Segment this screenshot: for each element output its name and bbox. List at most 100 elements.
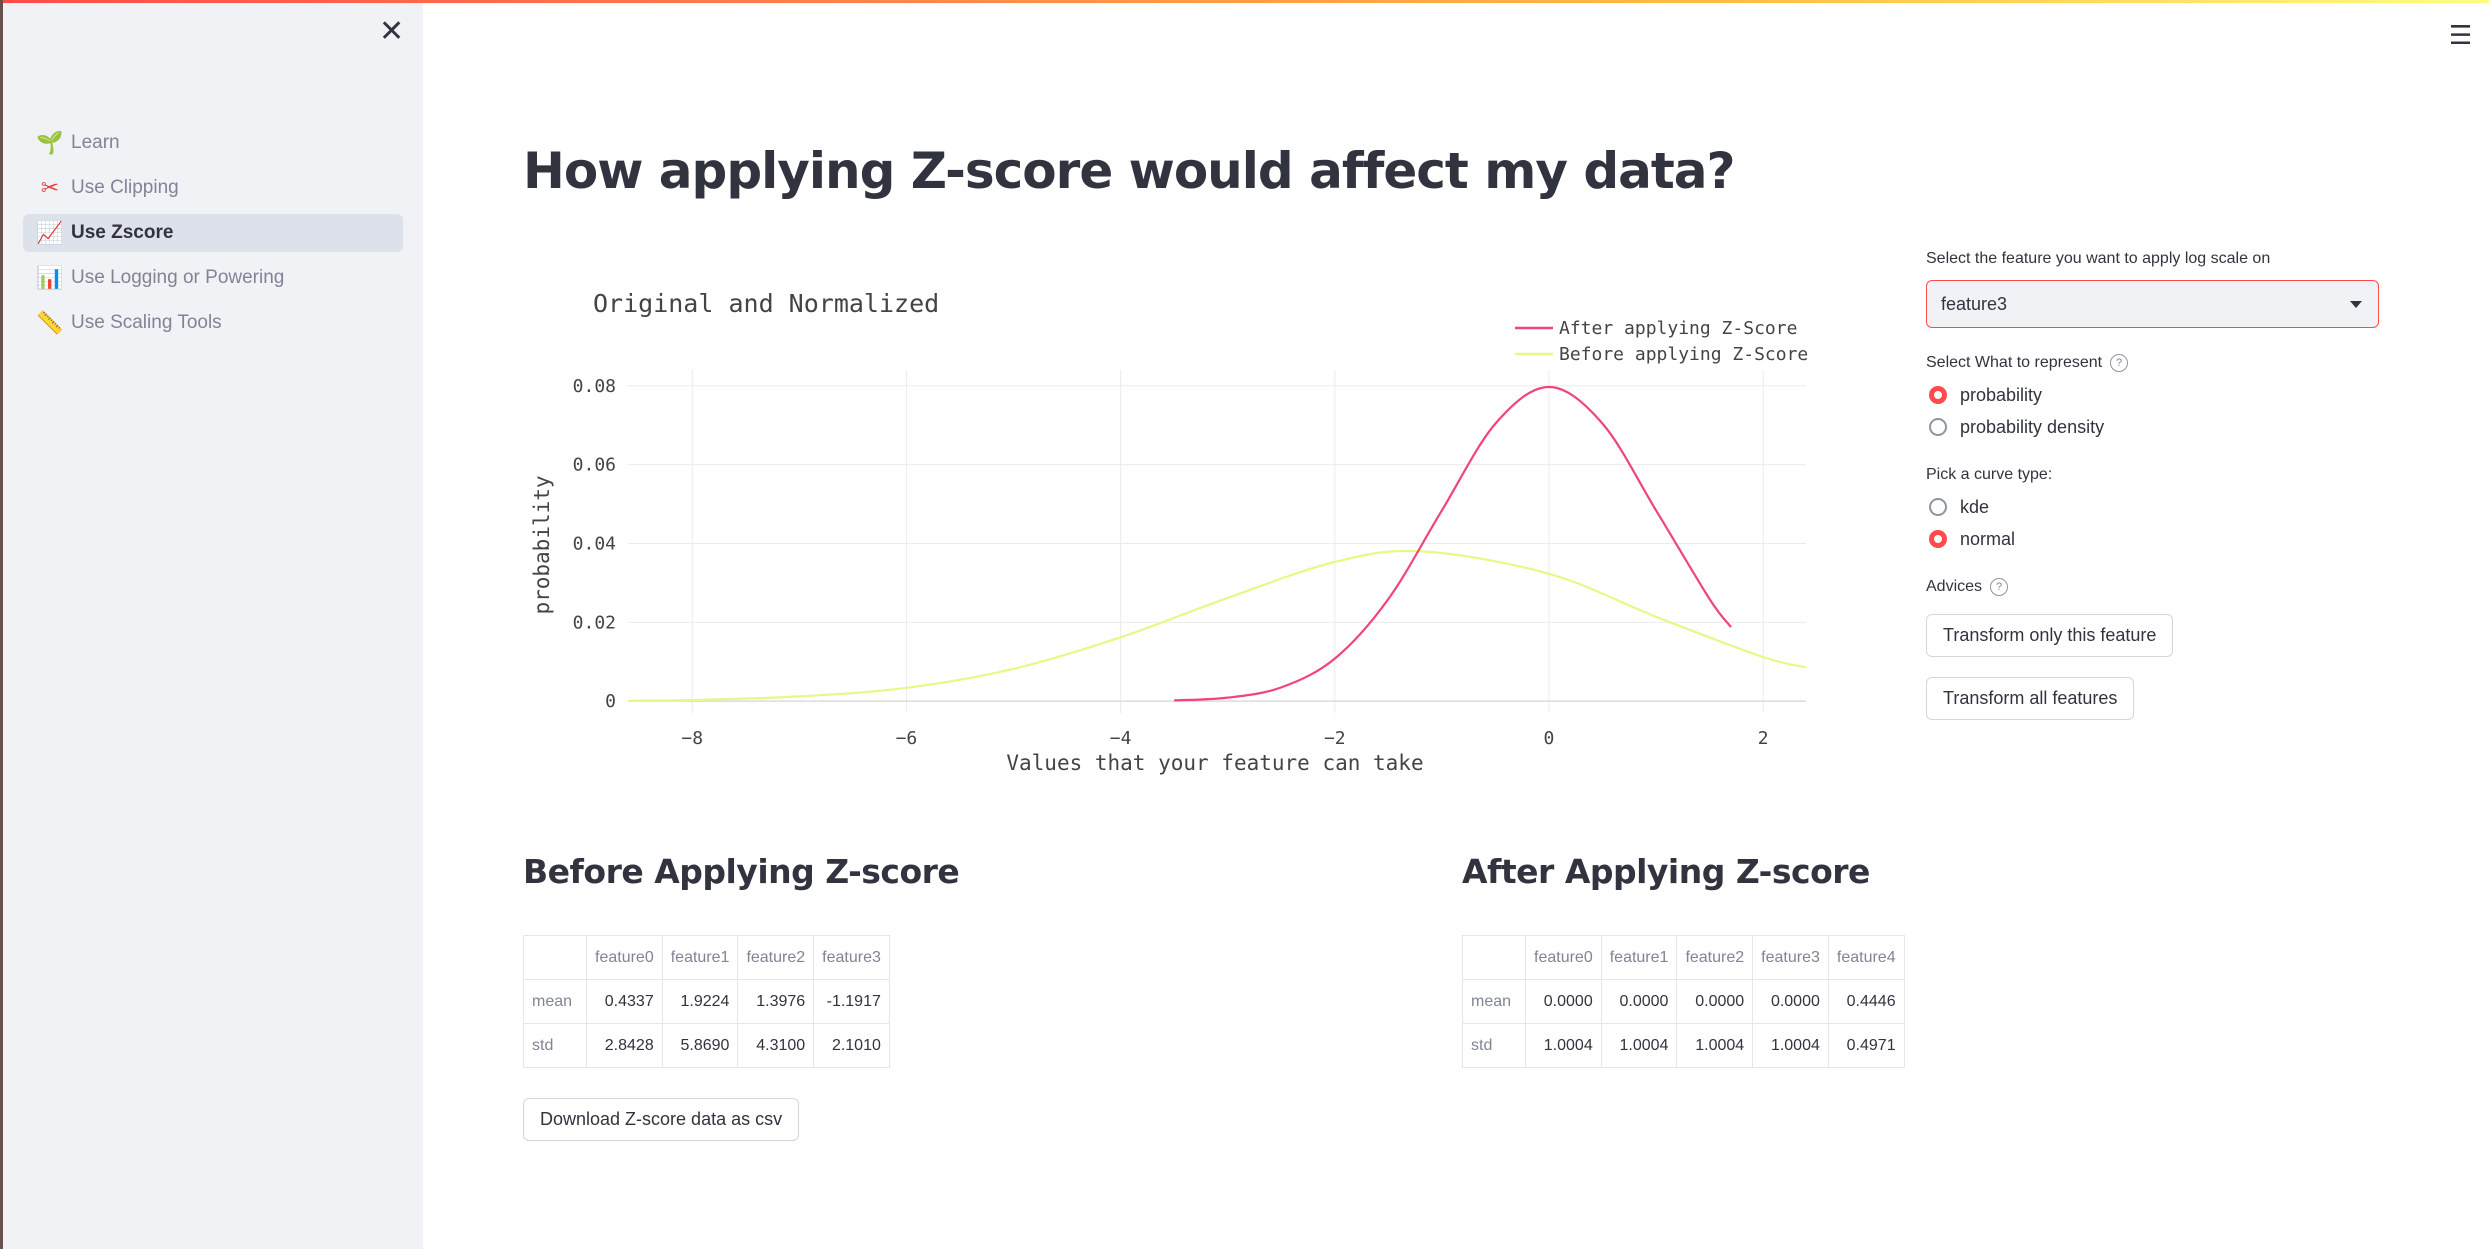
sidebar-nav: 🌱 Learn ✂ Use Clipping 📈 Use Zscore 📊 Us… [23,124,403,349]
bar-chart-icon: 📊 [36,265,64,290]
help-icon[interactable]: ? [1990,578,2009,596]
y-axis-label: probability [530,475,554,614]
table-header-row: feature0 feature1 feature2 feature3 feat… [1462,935,1905,980]
sidebar-item-use-zscore[interactable]: 📈 Use Zscore [23,214,403,252]
sidebar-item-use-logging[interactable]: 📊 Use Logging or Powering [23,259,403,297]
chart-grid [628,370,1806,713]
table-row: mean 0.4337 1.9224 1.3976 -1.1917 [523,979,890,1024]
seedling-icon: 🌱 [36,130,64,155]
x-tick-label: 2 [1758,728,1769,749]
table-cell: 0.4446 [1827,979,1905,1024]
table-row: std 2.8428 5.8690 4.3100 2.1010 [523,1023,890,1068]
help-icon[interactable]: ? [2110,354,2129,372]
x-tick-label: −6 [896,728,918,749]
table-header-cell: feature3 [813,935,890,980]
page-title: How applying Z-score would affect my dat… [523,142,1735,200]
y-tick-label: 0.04 [573,533,616,554]
radio-probability-density[interactable]: probability density [1926,416,2386,438]
radio-probability[interactable]: probability [1926,384,2386,406]
transform-one-row: Transform only this feature [1926,614,2386,657]
radio-selected-icon [1929,530,1947,548]
table-cell: 0.4337 [586,979,663,1024]
feature-select[interactable]: feature3 [1926,280,2379,328]
radio-normal[interactable]: normal [1926,528,2386,550]
x-tick-label: −4 [1110,728,1132,749]
y-tick-label: 0 [605,691,616,712]
table-cell: 4.3100 [737,1023,815,1068]
table-cell: 0.0000 [1676,979,1754,1024]
table-header-cell: feature4 [1827,935,1905,980]
download-csv-button[interactable]: Download Z-score data as csv [523,1098,800,1141]
table-index-cell: std [523,1023,587,1068]
radio-label: probability [1960,384,2043,405]
window-edge [0,0,3,1249]
before-table: feature0 feature1 feature2 feature3 mean… [523,935,890,1068]
hamburger-icon[interactable]: ☰ [2449,20,2473,50]
table-index-cell: mean [1462,979,1526,1024]
legend-label[interactable]: Before applying Z-Score [1559,344,1808,365]
radio-kde[interactable]: kde [1926,496,2386,518]
represent-label-text: Select What to represent [1926,354,2103,371]
table-row: mean 0.0000 0.0000 0.0000 0.0000 0.4446 [1462,979,1905,1024]
chart-lines [627,385,1807,702]
chart-title: Original and Normalized [593,289,939,318]
sidebar-item-use-scaling-tools[interactable]: 📏 Use Scaling Tools [23,304,403,342]
table-cell: 1.3976 [737,979,815,1024]
table-cell: 1.0004 [1600,1023,1678,1068]
top-decoration-bar [0,0,2489,3]
table-cell: 0.4971 [1827,1023,1905,1068]
table-cell: 1.0004 [1752,1023,1829,1068]
radio-unselected-icon [1929,498,1947,516]
sidebar-item-label: Use Zscore [71,222,174,243]
sidebar: ✕ 🌱 Learn ✂ Use Clipping 📈 Use Zscore 📊 … [3,3,423,1249]
table-header-cell [1462,935,1526,980]
after-heading: After Applying Z-score [1462,852,1870,891]
transform-one-button[interactable]: Transform only this feature [1926,614,2174,657]
series-line-before[interactable] [627,549,1807,702]
radio-selected-icon [1929,386,1947,404]
sidebar-item-learn[interactable]: 🌱 Learn [23,124,403,162]
x-axis-label: Values that your feature can take [1006,751,1423,775]
table-cell: -1.1917 [813,979,890,1024]
close-icon[interactable]: ✕ [379,15,405,48]
sidebar-item-label: Learn [71,132,120,153]
table-cell: 2.8428 [586,1023,663,1068]
table-index-cell: std [1462,1023,1526,1068]
represent-label: Select What to represent ? [1926,354,2386,372]
chart-legend: After applying Z-Score Before applying Z-… [1515,318,1808,365]
sidebar-item-label: Use Scaling Tools [71,312,222,333]
table-header-cell: feature1 [1600,935,1678,980]
table-header-cell: feature3 [1752,935,1829,980]
table-cell: 0.0000 [1752,979,1829,1024]
curve-type-label-text: Pick a curve type: [1926,466,2053,483]
series-line-after[interactable] [1174,385,1732,702]
table-cell: 1.0004 [1525,1023,1602,1068]
legend-label[interactable]: After applying Z-Score [1559,318,1797,339]
y-tick-label: 0.08 [573,376,616,397]
controls-panel: Select the feature you want to apply log… [1926,250,2386,720]
advices-label-text: Advices [1926,578,1983,595]
sidebar-item-label: Use Clipping [71,177,179,198]
advices-label: Advices ? [1926,578,2386,596]
table-header-cell: feature1 [661,935,739,980]
table-index-cell: mean [523,979,587,1024]
sidebar-item-use-clipping[interactable]: ✂ Use Clipping [23,169,403,207]
chart-increasing-icon: 📈 [36,220,64,245]
transform-all-button[interactable]: Transform all features [1926,677,2135,720]
transform-all-row: Transform all features [1926,677,2386,720]
x-tick-label: −8 [681,728,703,749]
curve-type-label: Pick a curve type: [1926,466,2386,484]
after-table: feature0 feature1 feature2 feature3 feat… [1462,935,1905,1068]
before-heading: Before Applying Z-score [523,852,960,891]
scissors-icon: ✂ [40,175,60,200]
feature-select-value: feature3 [1941,293,2008,314]
table-cell: 0.0000 [1600,979,1678,1024]
table-header-cell [523,935,587,980]
table-header-cell: feature2 [737,935,815,980]
radio-label: probability density [1960,416,2105,437]
distribution-chart[interactable]: Original and Normalized −8 −6 −4 −2 0 2 0 0.02 0… [523,270,1823,790]
chevron-down-icon [2350,301,2362,308]
chart-ticks: −8 −6 −4 −2 0 2 0 0.02 0.04 0.06 0.08 [573,376,1769,749]
table-header-row: feature0 feature1 feature2 feature3 [523,935,890,980]
table-cell: 0.0000 [1525,979,1602,1024]
